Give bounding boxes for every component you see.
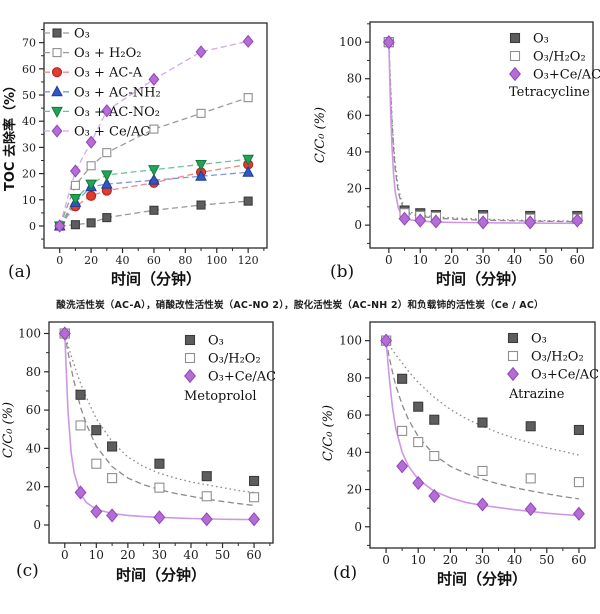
svg-text:40: 40 (22, 115, 36, 128)
svg-text:60: 60 (22, 63, 36, 76)
svg-text:O₃ + AC-NO₂: O₃ + AC-NO₂ (74, 105, 160, 120)
svg-text:(b): (b) (330, 262, 354, 282)
svg-text:O₃ + AC-NH₂: O₃ + AC-NH₂ (74, 85, 161, 100)
svg-text:20: 20 (84, 254, 98, 267)
svg-text:60: 60 (246, 548, 261, 562)
svg-text:10: 10 (411, 553, 426, 567)
svg-text:C/C₀ (%): C/C₀ (%) (1, 402, 16, 458)
svg-text:40: 40 (507, 553, 522, 567)
svg-text:TOC 去除率（%）: TOC 去除率（%） (2, 79, 18, 191)
svg-text:O₃: O₃ (74, 27, 90, 42)
svg-text:60: 60 (26, 403, 41, 417)
svg-text:20: 20 (120, 548, 135, 562)
svg-text:C/C₀ (%): C/C₀ (%) (321, 405, 336, 461)
svg-text:(d): (d) (333, 563, 357, 583)
svg-text:60: 60 (570, 253, 585, 267)
svg-text:O₃+Ce/AC: O₃+Ce/AC (208, 370, 276, 385)
svg-text:O₃/H₂O₂: O₃/H₂O₂ (531, 350, 584, 365)
figure-caption: 酸洗活性炭（AC-A），硝酸改性活性炭（AC-NO 2），胺化活性炭（AC-NH… (56, 300, 544, 311)
svg-text:60: 60 (571, 553, 586, 567)
svg-text:0: 0 (61, 548, 69, 562)
svg-text:0: 0 (382, 553, 390, 567)
svg-text:0: 0 (385, 253, 393, 267)
svg-text:40: 40 (26, 441, 41, 455)
svg-text:10: 10 (22, 194, 36, 207)
svg-text:Atrazine: Atrazine (508, 387, 565, 402)
chart-c-svg: 0 10 20 30 40 50 60 0 20 40 60 80 100 O₃ O₃/H₂O₂ O₃+Ce/… (1, 321, 276, 584)
svg-text:100: 100 (339, 334, 362, 348)
svg-text:20: 20 (444, 253, 459, 267)
svg-text:50: 50 (538, 253, 553, 267)
svg-text:O₃ + H₂O₂: O₃ + H₂O₂ (74, 46, 141, 61)
svg-text:20: 20 (347, 182, 362, 196)
svg-text:20: 20 (443, 553, 458, 567)
svg-text:120: 120 (238, 254, 259, 267)
svg-text:20: 20 (347, 483, 362, 497)
svg-text:O₃/H₂O₂: O₃/H₂O₂ (533, 50, 586, 65)
svg-text:50: 50 (22, 89, 36, 102)
svg-text:30: 30 (475, 253, 490, 267)
svg-text:C/C₀ (%): C/C₀ (%) (313, 107, 328, 163)
svg-text:0: 0 (56, 254, 63, 267)
panel-a-toc-removal-chart: 0 20 40 60 80 100 120 0 10 20 30 40 50 60 70 O₃ O₃ + H₂O… (0, 0, 300, 295)
svg-text:0: 0 (33, 518, 41, 532)
svg-text:(c): (c) (16, 561, 39, 581)
svg-text:20: 20 (26, 480, 41, 494)
svg-text:60: 60 (147, 254, 161, 267)
svg-text:30: 30 (152, 548, 167, 562)
svg-text:Tetracycline: Tetracycline (509, 85, 590, 100)
svg-text:O₃: O₃ (531, 332, 547, 347)
svg-text:时间（分钟）: 时间（分钟） (437, 570, 527, 588)
svg-text:时间（分钟）: 时间（分钟） (111, 270, 201, 288)
svg-text:O₃+Ce/AC: O₃+Ce/AC (533, 68, 600, 83)
svg-text:30: 30 (22, 141, 36, 154)
svg-text:80: 80 (347, 72, 362, 86)
panel-b-tetracycline-chart: 0 10 20 30 40 50 60 0 20 40 60 80 100 O₃ O₃/H₂O₂ O₃+Ce/… (300, 0, 600, 295)
svg-text:40: 40 (183, 548, 198, 562)
svg-text:50: 50 (215, 548, 230, 562)
chart-a-svg: 0 20 40 60 80 100 120 0 10 20 30 40 50 60 70 O₃ O₃ + H₂O… (2, 22, 268, 288)
svg-text:0: 0 (354, 520, 362, 534)
svg-text:O₃: O₃ (533, 32, 549, 47)
svg-text:100: 100 (206, 254, 227, 267)
svg-text:80: 80 (347, 371, 362, 385)
svg-text:20: 20 (22, 168, 36, 181)
svg-text:0: 0 (354, 218, 362, 232)
svg-text:30: 30 (475, 553, 490, 567)
svg-text:O₃/H₂O₂: O₃/H₂O₂ (208, 352, 261, 367)
chart-d-svg: 0 10 20 30 40 50 60 0 20 40 60 80 100 O₃ O₃/H₂O₂ O₃+Ce/… (321, 321, 599, 588)
svg-text:80: 80 (26, 365, 41, 379)
svg-text:O₃+Ce/AC: O₃+Ce/AC (531, 368, 599, 383)
svg-text:(a): (a) (8, 262, 31, 282)
svg-text:10: 10 (413, 253, 428, 267)
svg-text:40: 40 (347, 145, 362, 159)
svg-text:50: 50 (539, 553, 554, 567)
svg-text:10: 10 (89, 548, 104, 562)
svg-text:O₃ + Ce/AC: O₃ + Ce/AC (74, 125, 150, 140)
chart-b-svg: 0 10 20 30 40 50 60 0 20 40 60 80 100 O₃ O₃/H₂O₂ O₃+Ce/… (313, 21, 600, 288)
svg-text:40: 40 (347, 445, 362, 459)
panel-c-metoprolol-chart: 0 10 20 30 40 50 60 0 20 40 60 80 100 O₃ O₃/H₂O₂ O₃+Ce/… (0, 318, 300, 614)
svg-text:0: 0 (29, 220, 36, 233)
svg-text:40: 40 (507, 253, 522, 267)
panel-d-atrazine-chart: 0 10 20 30 40 50 60 0 20 40 60 80 100 O₃ O₃/H₂O₂ O₃+Ce/… (300, 318, 600, 614)
svg-text:100: 100 (18, 326, 41, 340)
svg-text:O₃ + AC-A: O₃ + AC-A (74, 66, 143, 81)
svg-text:60: 60 (347, 408, 362, 422)
svg-text:时间（分钟）: 时间（分钟） (116, 566, 206, 584)
svg-text:时间（分钟）: 时间（分钟） (436, 270, 526, 288)
svg-text:80: 80 (178, 254, 192, 267)
svg-text:O₃: O₃ (208, 334, 224, 349)
svg-text:Metoprolol: Metoprolol (184, 389, 257, 404)
svg-text:60: 60 (347, 108, 362, 122)
svg-text:70: 70 (22, 37, 36, 50)
svg-text:40: 40 (116, 254, 130, 267)
svg-text:100: 100 (339, 35, 362, 49)
